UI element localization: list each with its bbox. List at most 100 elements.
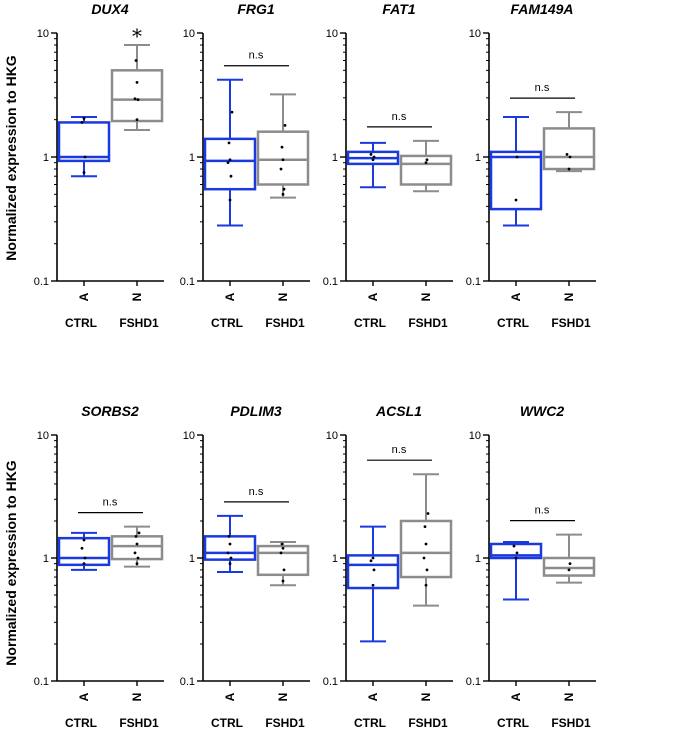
data-point [280,145,284,149]
data-point [514,198,518,202]
data-point [283,123,287,127]
data-point [230,110,234,114]
data-point [514,556,518,560]
y-tick-label: 0.1 [180,276,195,288]
group-label-ctrl: CTRL [211,316,243,330]
data-point [281,579,285,583]
box-fshd1 [110,44,164,132]
data-point [280,542,284,546]
x-tick-label-a: A [77,692,91,701]
data-point [134,59,138,62]
group-label-fshd1: FSHD1 [119,316,159,330]
group-label-fshd1: FSHD1 [551,716,591,730]
data-point [372,568,376,572]
box-iqr [256,130,310,186]
data-point [135,118,139,122]
box-fshd1 [256,93,310,199]
y-tick-label: 1 [475,152,481,164]
box-ctrl [203,514,257,573]
x-tick-label-n: N [130,693,144,702]
data-point [565,152,569,156]
box-ctrl [489,540,543,601]
data-point [371,158,375,162]
data-point [229,174,233,178]
box-iqr [489,150,543,211]
panel-title: SORBS2 [81,403,139,419]
group-label-fshd1: FSHD1 [408,316,448,330]
y-tick-label: 0.1 [34,276,49,288]
data-point [133,97,137,101]
panel-frg1: FRG1 10 1 0.1 A N CTRL FSHD1 n.s [180,1,310,330]
x-tick-label-n: N [276,693,290,702]
data-point [281,158,285,162]
data-point [369,559,373,563]
box-ctrl [57,116,111,178]
box-iqr [203,137,257,191]
data-point [279,551,283,555]
data-point [136,556,140,560]
significance-label: n.s [249,50,264,62]
panel-title: DUX4 [91,1,129,17]
significance-label: n.s [535,505,550,517]
x-tick-label-a: A [223,292,237,301]
group-label-ctrl: CTRL [497,716,529,730]
y-tick-label: 1 [332,553,338,565]
group-label-fshd1: FSHD1 [265,316,305,330]
panel-fam149a: FAM149A 10 1 0.1 A N CTRL FSHD1 n.s [466,1,596,330]
y-tick-label: 10 [37,430,49,442]
box-ctrl [203,78,257,227]
data-point [279,167,283,171]
box-iqr [57,121,111,163]
data-point [568,562,572,566]
data-point [424,583,428,587]
x-tick-label-n: N [276,293,290,302]
group-label-fshd1: FSHD1 [551,316,591,330]
x-tick-label-a: A [223,692,237,701]
panel-acsl1: ACSL1 10 1 0.1 A N CTRL FSHD1 n.s [323,403,453,730]
data-point [515,551,519,555]
panel-dux4: DUX4 10 1 0.1 A N CTRL FSHD1 * [34,1,164,330]
y-tick-label: 0.1 [34,676,49,688]
data-point [135,562,139,566]
x-tick-label-n: N [419,293,433,302]
data-point [82,116,86,120]
data-point [228,198,232,202]
data-point [82,562,86,566]
panel-wwc2: WWC2 10 1 0.1 A N CTRL FSHD1 n.s [466,403,596,730]
data-point [568,155,572,159]
data-point [228,562,232,566]
data-point [228,542,232,546]
data-point [82,538,86,542]
y-tick-label: 10 [37,28,49,40]
significance-label: n.s [249,486,264,498]
y-tick-label: 1 [332,152,338,164]
data-point [422,556,426,560]
box-ctrl [346,141,400,189]
box-iqr [346,554,400,590]
data-point [425,568,429,572]
box-fshd1 [256,540,310,587]
y-tick-label: 1 [189,152,195,164]
group-label-ctrl: CTRL [354,316,386,330]
y-axis-label-bottom: Normalized expression to HKG [3,460,19,665]
y-tick-label: 1 [475,553,481,565]
data-point [372,155,376,159]
box-iqr [203,535,257,561]
group-label-fshd1: FSHD1 [119,716,159,730]
data-point [135,542,139,546]
data-point [371,556,375,560]
data-point [228,158,232,162]
data-point [133,551,137,555]
panel-sorbs2: SORBS2 10 1 0.1 A N CTRL FSHD1 n.s [34,403,164,730]
x-tick-label-n: N [562,693,576,702]
panels-container: DUX4 10 1 0.1 A N CTRL FSHD1 * FRG1 10 1 0.1 A N CTRL FS… [34,1,596,730]
panel-title: FAT1 [382,1,415,17]
data-point [134,534,138,538]
data-point [227,534,231,538]
box-ctrl [489,116,543,227]
panel-pdlim3: PDLIM3 10 1 0.1 A N CTRL FSHD1 n.s [180,403,310,730]
data-point [282,568,286,572]
data-point [424,161,428,165]
panel-title: WWC2 [520,403,565,419]
x-tick-label-n: N [130,293,144,302]
